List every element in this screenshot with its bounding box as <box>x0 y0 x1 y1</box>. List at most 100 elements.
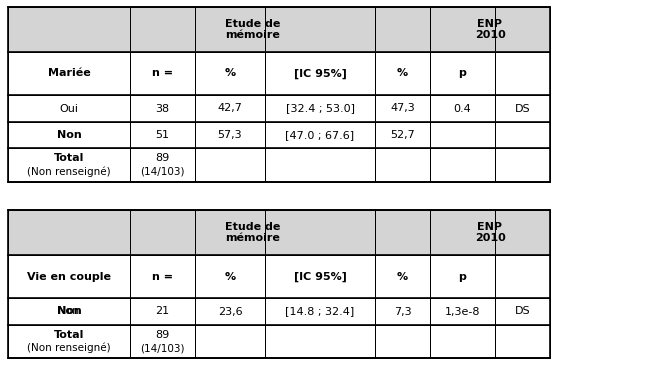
Bar <box>265 122 375 148</box>
Text: ENP
2010: ENP 2010 <box>475 222 505 243</box>
Bar <box>375 298 430 325</box>
Bar <box>130 52 195 95</box>
Text: DS: DS <box>514 104 531 113</box>
Text: %: % <box>225 272 236 282</box>
Bar <box>8 52 130 95</box>
Bar <box>430 52 495 95</box>
Bar <box>195 255 265 298</box>
Bar <box>495 255 550 298</box>
Bar <box>495 325 550 358</box>
Bar <box>8 7 550 182</box>
Bar <box>8 255 130 298</box>
Text: [32.4 ; 53.0]: [32.4 ; 53.0] <box>285 104 355 113</box>
Bar <box>130 148 195 182</box>
Bar <box>265 325 375 358</box>
Text: Non: Non <box>57 306 82 317</box>
Bar <box>430 298 495 325</box>
Bar <box>430 255 495 298</box>
Bar <box>8 210 375 255</box>
Bar <box>8 325 130 358</box>
Bar <box>8 298 130 325</box>
Bar <box>375 210 430 255</box>
Bar <box>375 7 430 52</box>
Bar <box>8 210 550 358</box>
Text: 21: 21 <box>155 306 170 317</box>
Bar <box>375 52 430 95</box>
Text: 57,3: 57,3 <box>217 130 243 140</box>
Bar <box>265 255 375 298</box>
Text: (Non renseigné): (Non renseigné) <box>27 343 111 353</box>
Text: DS: DS <box>514 306 531 317</box>
Text: 47,3: 47,3 <box>390 104 415 113</box>
Text: (Non renseigné): (Non renseigné) <box>27 167 111 177</box>
Text: Total: Total <box>54 153 84 163</box>
Text: 51: 51 <box>155 130 170 140</box>
Text: p: p <box>459 68 466 78</box>
Bar <box>375 122 430 148</box>
Text: 0.4: 0.4 <box>454 104 472 113</box>
Text: 52,7: 52,7 <box>390 130 415 140</box>
Text: [14.8 ; 32.4]: [14.8 ; 32.4] <box>285 306 355 317</box>
Text: Vie en couple: Vie en couple <box>27 272 111 282</box>
Text: Mariée: Mariée <box>48 68 91 78</box>
Text: [47.0 ; 67.6]: [47.0 ; 67.6] <box>285 130 355 140</box>
Text: p: p <box>459 272 466 282</box>
Text: [IC 95%]: [IC 95%] <box>294 271 346 282</box>
Text: 7,3: 7,3 <box>393 306 411 317</box>
Bar <box>430 95 495 122</box>
Text: 89: 89 <box>155 153 170 163</box>
Bar <box>495 122 550 148</box>
Bar <box>195 325 265 358</box>
Text: 38: 38 <box>155 104 170 113</box>
Text: Etude de
mémoire: Etude de mémoire <box>225 222 280 243</box>
Bar <box>195 298 265 325</box>
Bar <box>130 95 195 122</box>
Bar <box>375 95 430 122</box>
Bar <box>430 325 495 358</box>
Bar <box>8 7 375 52</box>
Text: 1,3e-8: 1,3e-8 <box>444 306 480 317</box>
Text: %: % <box>397 68 408 78</box>
Text: 89: 89 <box>155 330 170 340</box>
Bar <box>265 95 375 122</box>
Bar <box>195 122 265 148</box>
Text: %: % <box>225 68 236 78</box>
Text: Etude de
mémoire: Etude de mémoire <box>225 19 280 40</box>
Bar <box>8 95 130 122</box>
Bar <box>430 148 495 182</box>
Bar <box>265 148 375 182</box>
Bar <box>265 52 375 95</box>
Bar <box>195 95 265 122</box>
Bar <box>8 122 130 148</box>
Text: (14/103): (14/103) <box>140 167 185 177</box>
Bar <box>375 325 430 358</box>
Bar <box>375 255 430 298</box>
Bar <box>8 148 130 182</box>
Text: (14/103): (14/103) <box>140 343 185 353</box>
Text: %: % <box>397 272 408 282</box>
Bar <box>130 325 195 358</box>
Text: ENP
2010: ENP 2010 <box>475 19 505 40</box>
Text: n =: n = <box>152 272 173 282</box>
Bar <box>130 298 195 325</box>
Text: 23,6: 23,6 <box>217 306 243 317</box>
Bar <box>430 7 550 52</box>
Bar <box>495 52 550 95</box>
Bar <box>8 298 130 325</box>
Text: Oui: Oui <box>60 104 78 113</box>
Text: Non: Non <box>58 306 80 317</box>
Text: Non: Non <box>57 130 82 140</box>
Bar <box>130 122 195 148</box>
Bar <box>495 298 550 325</box>
Text: n =: n = <box>152 68 173 78</box>
Bar <box>195 148 265 182</box>
Text: [IC 95%]: [IC 95%] <box>294 68 346 79</box>
Bar <box>375 148 430 182</box>
Text: 42,7: 42,7 <box>217 104 243 113</box>
Bar <box>195 52 265 95</box>
Text: Total: Total <box>54 330 84 340</box>
Bar <box>430 122 495 148</box>
Bar <box>265 298 375 325</box>
Bar <box>495 95 550 122</box>
Bar <box>130 255 195 298</box>
